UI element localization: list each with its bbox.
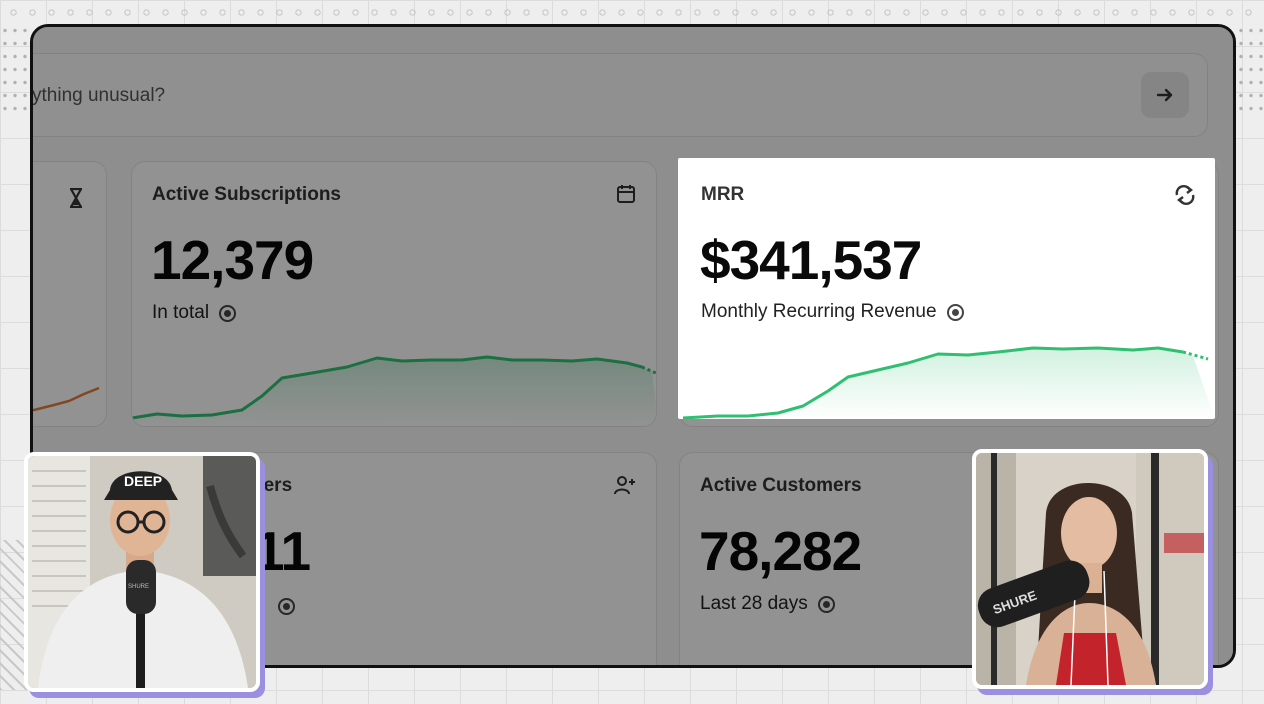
card-value: $341,537 <box>700 229 922 291</box>
webcam-video-left: DEEP SHURE <box>28 456 256 688</box>
sparkline-subscriptions <box>132 355 656 426</box>
calendar-icon <box>617 185 635 203</box>
refresh-icon <box>1175 184 1195 206</box>
webcam-host-left: DEEP SHURE <box>24 452 260 692</box>
card-subtitle: Monthly Recurring Revenue <box>701 301 964 323</box>
card-title: Active Subscriptions <box>152 184 341 205</box>
webcam-host-right: SHURE <box>972 449 1208 689</box>
background-dots <box>0 0 1264 24</box>
card-value: 11 <box>254 520 311 582</box>
ask-input[interactable]: ything unusual? <box>32 53 1208 137</box>
info-icon[interactable] <box>219 304 237 322</box>
card-active-subscriptions[interactable]: Active Subscriptions 12,379 In total <box>131 161 657 427</box>
hourglass-icon <box>70 188 82 208</box>
card-subtitle-text: Monthly Recurring Revenue <box>701 301 937 322</box>
sparkline-mrr <box>682 346 1215 419</box>
info-icon[interactable] <box>946 303 964 321</box>
card-subtitle: In total <box>152 302 237 324</box>
info-icon[interactable] <box>278 598 295 615</box>
cap-text: DEEP <box>124 473 162 489</box>
mic-brand-text: SHURE <box>128 584 149 590</box>
ask-input-text: ything unusual? <box>32 85 166 106</box>
sparkline-orange <box>33 386 100 412</box>
user-plus-icon <box>614 476 635 495</box>
background-dots-right <box>1236 24 1264 114</box>
card-partial-left[interactable] <box>33 161 107 427</box>
card-mrr[interactable]: MRR $341,537 Monthly Recurring Revenue <box>678 158 1215 419</box>
card-title: MRR <box>701 184 745 205</box>
card-title: ners <box>252 475 293 496</box>
background-dots-left <box>0 24 30 114</box>
card-subtitle-text: Last 28 days <box>700 593 808 614</box>
card-subtitle: Last 28 days <box>700 593 835 615</box>
card-title: Active Customers <box>700 475 862 496</box>
arrow-right-icon <box>1156 88 1173 102</box>
card-value: 12,379 <box>151 229 314 291</box>
info-icon[interactable] <box>817 595 835 613</box>
webcam-video-right: SHURE <box>976 453 1204 685</box>
card-value: 78,282 <box>699 520 862 582</box>
card-subtitle-text: In total <box>152 302 210 323</box>
send-button[interactable] <box>1141 72 1189 118</box>
